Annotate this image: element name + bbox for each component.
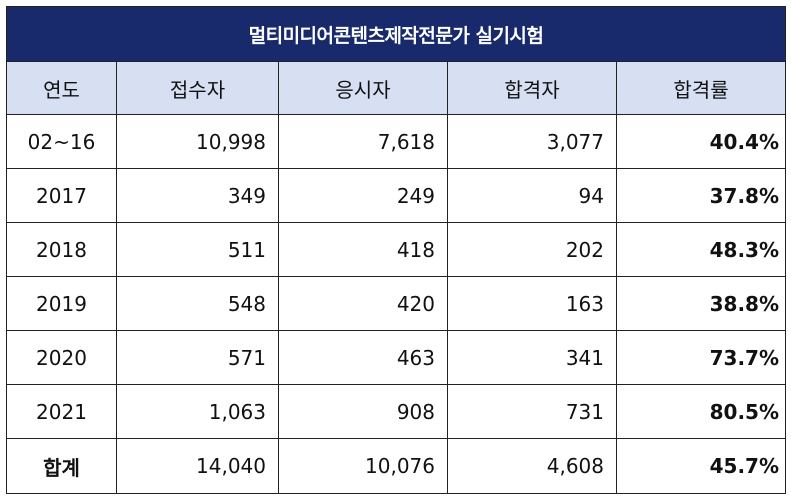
cell-passed: 163 bbox=[447, 276, 617, 331]
cell-passed: 341 bbox=[447, 330, 617, 385]
cell-pass-rate: 80.5% bbox=[616, 384, 786, 439]
table-row: 2018 511 418 202 48.3% bbox=[6, 222, 786, 277]
total-pass-rate: 45.7% bbox=[616, 438, 786, 494]
header-applicants: 접수자 bbox=[116, 61, 279, 115]
table-row: 2017 349 249 94 37.8% bbox=[6, 168, 786, 223]
exam-stats-table: 멀티미디어콘텐츠제작전문가 실기시험 연도 접수자 응시자 합격자 합격률 02… bbox=[6, 6, 786, 494]
header-passed: 합격자 bbox=[447, 61, 617, 115]
cell-examinees: 908 bbox=[278, 384, 448, 439]
cell-year: 2018 bbox=[6, 222, 117, 277]
cell-examinees: 418 bbox=[278, 222, 448, 277]
cell-applicants: 571 bbox=[116, 330, 279, 385]
table-row: 2021 1,063 908 731 80.5% bbox=[6, 384, 786, 439]
total-row: 합계 14,040 10,076 4,608 45.7% bbox=[6, 438, 786, 494]
total-label: 합계 bbox=[6, 438, 117, 494]
exam-stats-table-container: 멀티미디어콘텐츠제작전문가 실기시험 연도 접수자 응시자 합격자 합격률 02… bbox=[6, 6, 786, 496]
cell-passed: 94 bbox=[447, 168, 617, 223]
cell-pass-rate: 38.8% bbox=[616, 276, 786, 331]
cell-pass-rate: 48.3% bbox=[616, 222, 786, 277]
total-passed: 4,608 bbox=[447, 438, 617, 494]
header-pass-rate: 합격률 bbox=[616, 61, 786, 115]
cell-year: 2021 bbox=[6, 384, 117, 439]
table-title: 멀티미디어콘텐츠제작전문가 실기시험 bbox=[6, 6, 786, 62]
cell-applicants: 548 bbox=[116, 276, 279, 331]
cell-examinees: 7,618 bbox=[278, 114, 448, 169]
cell-pass-rate: 40.4% bbox=[616, 114, 786, 169]
cell-year: 2017 bbox=[6, 168, 117, 223]
header-examinees: 응시자 bbox=[278, 61, 448, 115]
cell-year: 2020 bbox=[6, 330, 117, 385]
header-year: 연도 bbox=[6, 61, 117, 115]
cell-applicants: 10,998 bbox=[116, 114, 279, 169]
cell-examinees: 420 bbox=[278, 276, 448, 331]
cell-examinees: 463 bbox=[278, 330, 448, 385]
table-row: 02~16 10,998 7,618 3,077 40.4% bbox=[6, 114, 786, 169]
cell-pass-rate: 73.7% bbox=[616, 330, 786, 385]
cell-passed: 3,077 bbox=[447, 114, 617, 169]
cell-applicants: 349 bbox=[116, 168, 279, 223]
cell-applicants: 511 bbox=[116, 222, 279, 277]
total-applicants: 14,040 bbox=[116, 438, 279, 494]
cell-applicants: 1,063 bbox=[116, 384, 279, 439]
total-examinees: 10,076 bbox=[278, 438, 448, 494]
cell-pass-rate: 37.8% bbox=[616, 168, 786, 223]
cell-passed: 731 bbox=[447, 384, 617, 439]
cell-year: 02~16 bbox=[6, 114, 117, 169]
cell-examinees: 249 bbox=[278, 168, 448, 223]
cell-passed: 202 bbox=[447, 222, 617, 277]
table-row: 2019 548 420 163 38.8% bbox=[6, 276, 786, 331]
table-row: 2020 571 463 341 73.7% bbox=[6, 330, 786, 385]
cell-year: 2019 bbox=[6, 276, 117, 331]
